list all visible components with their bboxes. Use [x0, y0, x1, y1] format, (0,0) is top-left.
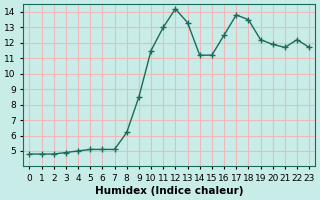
X-axis label: Humidex (Indice chaleur): Humidex (Indice chaleur) [95, 186, 244, 196]
